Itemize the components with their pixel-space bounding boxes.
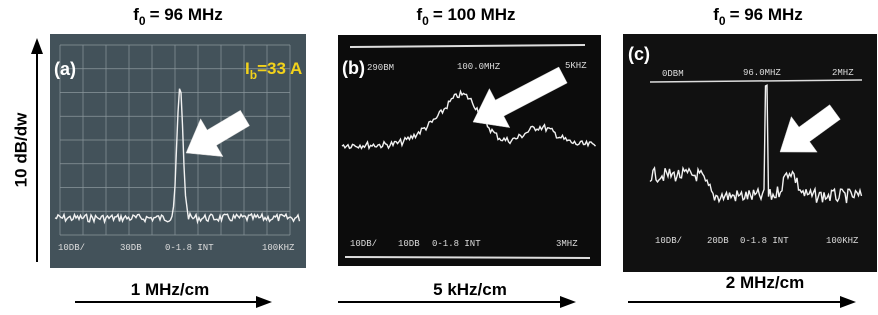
screen-text: 5KHZ [565, 61, 587, 71]
screen-text: 100KHZ [826, 236, 859, 246]
screen-text: 3MHZ [556, 239, 578, 249]
panel-a: (a) Ib=33 A 10DB/ 30DB 0-1.8 INT 100KHZ [50, 34, 306, 268]
x-axis-label: 1 MHz/cm [131, 280, 209, 299]
y-axis-arrow-head [31, 38, 43, 54]
screen-text: 0-1.8 INT [740, 236, 789, 246]
panel-label: (b) [342, 58, 365, 78]
panel-label: (c) [628, 44, 650, 64]
panel-b: (b) 290BM 100.0MHZ 5KHZ 10DB/ 10DB 0-1.8… [338, 35, 601, 266]
screen-text: 0DBM [662, 69, 684, 79]
screen-text: 10DB/ [58, 243, 85, 253]
screen-line [345, 257, 590, 258]
screen-text: 0-1.8 INT [432, 239, 481, 249]
screen-text: 10DB [398, 239, 420, 249]
screen-text: 30DB [120, 243, 142, 253]
screen-text: 10DB/ [655, 236, 682, 246]
x-axis-arrow-head [256, 296, 272, 308]
panel-title: f0= 96 MHz [713, 5, 803, 28]
figure: 10 dB/dw f0= 96 MHz f0= 100 MHz f0= 96 M… [0, 0, 878, 315]
x-axis-label: 2 MHz/cm [726, 273, 804, 292]
screen-text: 2MHZ [832, 68, 854, 78]
screen-text: 100.0MHZ [457, 62, 501, 72]
panel-title: f0= 96 MHz [133, 5, 223, 28]
screen-text: 10DB/ [350, 239, 377, 249]
x-axis-arrow-head [840, 296, 856, 308]
screen-text: 100KHZ [262, 243, 295, 253]
screen-text: 290BM [367, 63, 394, 73]
screen-text: 0-1.8 INT [165, 243, 214, 253]
screen-text: 20DB [707, 236, 729, 246]
panel-c: (c) 0DBM 96.0MHZ 2MHZ 10DB/ 20DB 0-1.8 I… [623, 34, 877, 272]
panel-label: (a) [54, 59, 76, 79]
x-axis-label: 5 kHz/cm [433, 280, 507, 299]
x-axis-arrow-head [560, 296, 576, 308]
y-axis-label: 10 dB/dw [11, 112, 30, 187]
screen-text: 96.0MHZ [743, 68, 781, 78]
panel-title: f0= 100 MHz [416, 5, 515, 28]
